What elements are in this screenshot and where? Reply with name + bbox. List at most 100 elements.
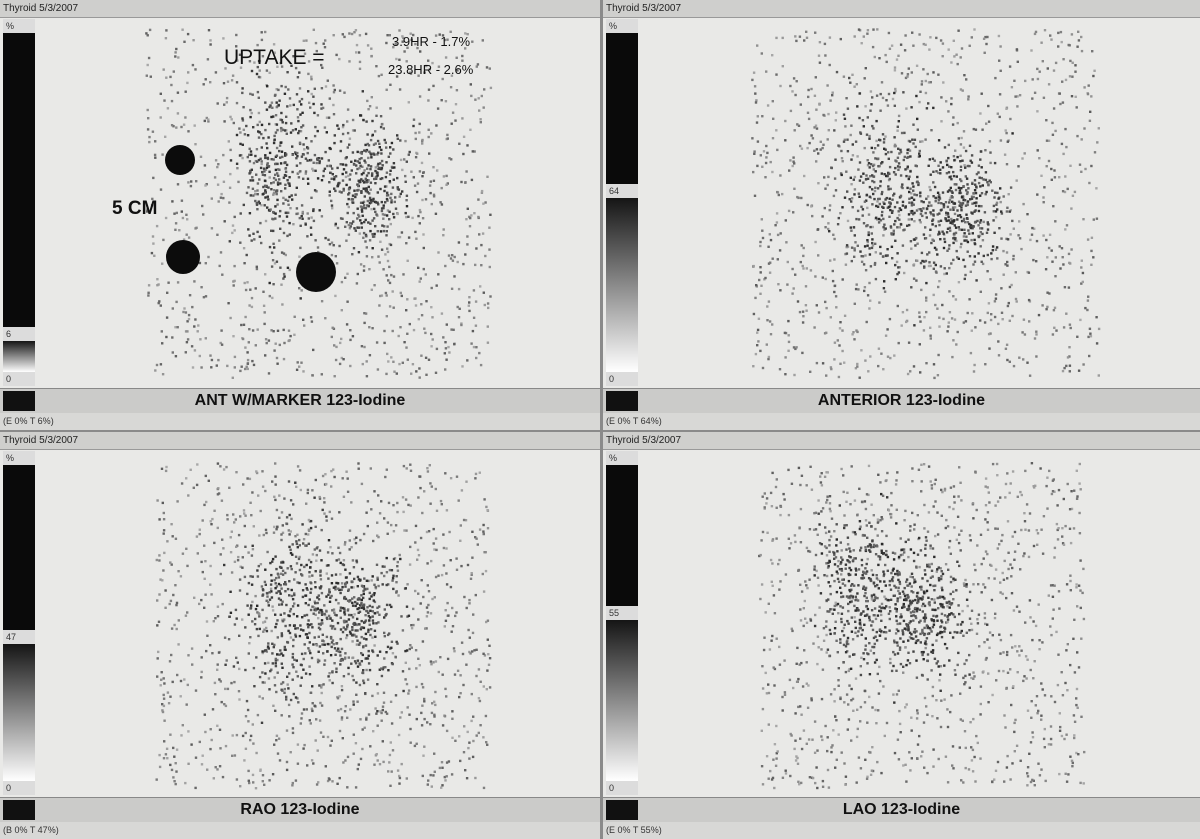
count-dot	[794, 93, 797, 97]
count-dot	[956, 218, 959, 221]
count-dot	[895, 260, 899, 264]
count-dot	[219, 465, 222, 468]
count-dot	[250, 514, 253, 517]
count-dot	[202, 83, 205, 86]
count-dot	[295, 368, 299, 371]
count-dot	[385, 88, 388, 91]
count-dot	[984, 35, 987, 39]
count-dot	[994, 297, 998, 300]
count-dot	[146, 34, 149, 37]
count-dot	[778, 368, 782, 371]
count-dot	[302, 708, 306, 711]
count-dot	[242, 128, 245, 131]
count-dot	[448, 530, 451, 534]
count-dot	[198, 532, 201, 536]
count-dot	[164, 753, 168, 756]
count-dot	[376, 759, 379, 762]
count-dot	[263, 620, 267, 623]
count-dot	[368, 668, 372, 672]
count-dot	[998, 115, 1001, 119]
count-dot	[347, 223, 350, 227]
count-dot	[296, 581, 299, 584]
count-dot	[948, 189, 951, 192]
count-dot	[808, 141, 811, 145]
count-dot	[294, 627, 297, 630]
count-dot	[841, 206, 844, 209]
count-dot	[912, 123, 915, 126]
count-dot	[989, 181, 992, 184]
count-dot	[890, 211, 894, 214]
count-dot	[391, 166, 394, 169]
count-dot	[154, 140, 157, 143]
count-dot	[924, 79, 927, 83]
count-dot	[303, 565, 306, 569]
count-dot	[866, 240, 869, 244]
count-dot	[431, 316, 434, 319]
count-dot	[923, 260, 926, 263]
count-dot	[434, 212, 438, 215]
count-dot	[412, 33, 415, 37]
count-dot	[860, 42, 863, 45]
count-dot	[196, 552, 199, 555]
count-dot	[286, 179, 289, 182]
count-dot	[184, 781, 187, 785]
count-dot	[410, 646, 413, 649]
count-dot	[907, 218, 910, 221]
count-dot	[373, 612, 377, 615]
count-dot	[257, 136, 261, 139]
count-dot	[298, 255, 301, 258]
count-dot	[155, 558, 158, 562]
count-dot	[439, 656, 442, 659]
count-dot	[361, 90, 364, 93]
count-dot	[799, 144, 802, 148]
count-dot	[216, 768, 219, 771]
count-dot	[410, 627, 414, 630]
count-dot	[311, 374, 314, 377]
count-dot	[329, 147, 332, 151]
count-dot	[376, 153, 379, 156]
count-dot	[1015, 300, 1018, 303]
count-dot	[307, 619, 310, 622]
count-dot	[366, 678, 370, 681]
count-dot	[257, 96, 260, 99]
count-dot	[383, 616, 386, 619]
count-dot	[368, 597, 371, 601]
count-dot	[871, 238, 874, 241]
count-dot	[241, 156, 244, 160]
count-dot	[893, 223, 896, 226]
count-dot	[960, 196, 964, 199]
count-dot	[276, 162, 279, 166]
count-dot	[313, 704, 316, 707]
count-dot	[337, 709, 340, 712]
count-dot	[815, 148, 819, 151]
count-dot	[791, 90, 794, 93]
count-dot	[283, 129, 287, 132]
count-dot	[223, 103, 226, 106]
count-dot	[291, 605, 295, 608]
count-dot	[320, 373, 323, 376]
count-dot	[893, 66, 897, 69]
count-dot	[348, 548, 351, 551]
count-dot	[276, 671, 279, 674]
count-dot	[1077, 369, 1081, 372]
count-dot	[866, 239, 869, 242]
count-dot	[235, 133, 239, 137]
count-dot	[380, 159, 384, 163]
count-dot	[374, 635, 377, 638]
count-dot	[288, 184, 291, 187]
count-dot	[318, 161, 321, 165]
count-dot	[314, 609, 317, 612]
count-dot	[294, 779, 298, 782]
count-dot	[982, 37, 986, 40]
count-dot	[970, 329, 973, 332]
count-dot	[281, 128, 285, 131]
count-dot	[176, 112, 180, 115]
count-dot	[939, 265, 943, 268]
count-dot	[760, 52, 763, 55]
count-dot	[288, 221, 291, 225]
count-dot	[440, 573, 444, 577]
count-dot	[341, 477, 344, 480]
caption-box	[606, 391, 638, 411]
count-dot	[375, 753, 378, 756]
count-dot	[856, 362, 859, 366]
